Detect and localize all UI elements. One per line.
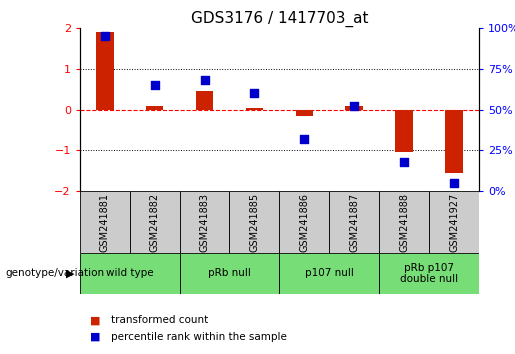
Bar — [346, 105, 363, 110]
Bar — [80, 191, 130, 253]
Bar — [379, 191, 429, 253]
Point — [100, 34, 109, 39]
Bar — [379, 253, 479, 294]
Text: genotype/variation: genotype/variation — [5, 268, 104, 279]
Text: GSM241881: GSM241881 — [100, 193, 110, 252]
Text: GSM241887: GSM241887 — [349, 193, 359, 252]
Text: GSM241927: GSM241927 — [449, 193, 459, 252]
Bar — [429, 191, 479, 253]
Point — [200, 78, 209, 83]
Bar — [130, 191, 180, 253]
Bar — [445, 110, 463, 173]
Point — [250, 91, 259, 96]
Point — [400, 159, 408, 165]
Text: wild type: wild type — [106, 268, 153, 279]
Bar — [146, 105, 163, 110]
Bar — [180, 191, 230, 253]
Bar — [396, 110, 413, 153]
Bar — [279, 253, 379, 294]
Text: pRb p107
double null: pRb p107 double null — [400, 263, 458, 284]
Point — [450, 180, 458, 186]
Text: GSM241883: GSM241883 — [199, 193, 210, 252]
Text: ▶: ▶ — [66, 268, 75, 279]
Bar — [96, 33, 113, 110]
Bar — [180, 253, 279, 294]
Bar — [329, 191, 379, 253]
Bar — [246, 108, 263, 110]
Text: transformed count: transformed count — [111, 315, 208, 325]
Bar — [296, 110, 313, 116]
Title: GDS3176 / 1417703_at: GDS3176 / 1417703_at — [191, 11, 368, 27]
Text: GSM241888: GSM241888 — [399, 193, 409, 252]
Text: ■: ■ — [90, 315, 100, 325]
Bar — [230, 191, 279, 253]
Bar — [196, 91, 213, 110]
Text: pRb null: pRb null — [208, 268, 251, 279]
Bar — [80, 253, 180, 294]
Point — [350, 104, 358, 109]
Text: ■: ■ — [90, 332, 100, 342]
Text: percentile rank within the sample: percentile rank within the sample — [111, 332, 287, 342]
Point — [300, 136, 308, 142]
Text: GSM241885: GSM241885 — [249, 193, 260, 252]
Text: GSM241882: GSM241882 — [150, 193, 160, 252]
Text: GSM241886: GSM241886 — [299, 193, 310, 252]
Bar — [279, 191, 329, 253]
Text: p107 null: p107 null — [305, 268, 354, 279]
Point — [150, 82, 159, 88]
